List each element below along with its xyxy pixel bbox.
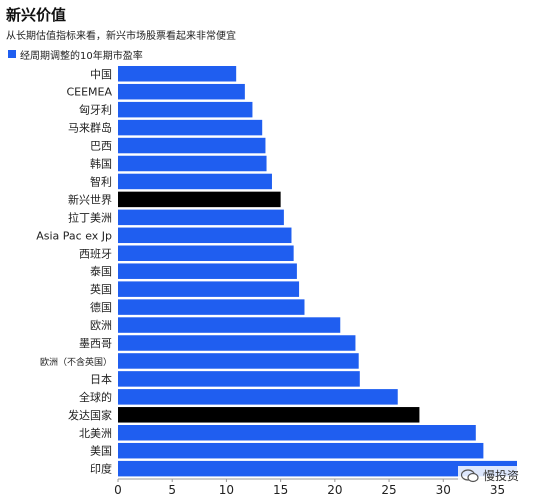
category-label-19: 发达国家 [68,408,112,422]
category-label-16: 欧洲（不含英国） [40,356,112,368]
category-label-13: 德国 [90,300,112,314]
bar-16 [118,353,359,369]
category-label-7: 新兴世界 [68,192,112,206]
legend-swatch [8,50,16,58]
x-tick-label-6: 30 [436,483,451,497]
bar-2 [118,101,253,118]
category-label-22: 印度 [90,462,112,476]
category-label-15: 墨西哥 [79,337,112,350]
category-label-0: 中国 [90,68,112,81]
bar-10 [118,245,294,261]
bar-7 [118,191,281,208]
category-label-18: 全球的 [79,390,112,404]
category-label-5: 韩国 [90,157,112,171]
x-tick-label-5: 25 [381,483,396,497]
x-tick-label-1: 5 [168,483,176,497]
watermark: 慢投资 [458,466,523,485]
bar-14 [118,317,341,333]
bar-15 [118,335,356,351]
category-label-20: 北美洲 [79,427,112,440]
category-label-3: 马来群岛 [68,121,112,135]
category-label-8: 拉丁美洲 [68,210,112,224]
x-tick-label-3: 15 [273,483,288,497]
chart-subtitle: 从长期估值指标来看，新兴市场股票看起来非常便宜 [6,31,236,42]
category-label-1: CEEMEA [66,86,112,99]
category-label-9: Asia Pac ex Jp [36,229,112,242]
x-axis: 0 5 10 15 20 25 30 35 [114,478,517,497]
bar-18 [118,389,398,405]
category-label-11: 泰国 [90,264,112,278]
bar-21 [118,442,484,459]
legend: 经周期调整的10年期市盈率 [8,47,143,62]
x-tick-label-0: 0 [114,483,122,497]
category-label-6: 智利 [90,174,112,188]
bar-19 [118,407,420,423]
chart-title: 新兴价值 [6,6,67,24]
category-label-12: 英国 [90,282,112,296]
category-label-2: 匈牙利 [79,103,112,117]
bar-8 [118,209,284,226]
x-tick-label-4: 20 [327,483,342,497]
chat-bubble-icon [461,468,479,482]
bar-1 [118,83,245,100]
legend-label: 经周期调整的10年期市盈率 [20,50,143,62]
category-label-17: 日本 [90,372,112,386]
bar-20 [118,425,476,441]
category-label-10: 西班牙 [79,247,112,260]
bar-0 [118,66,237,82]
category-label-14: 欧洲 [90,319,112,332]
x-tick-label-2: 10 [219,483,234,497]
bar-9 [118,227,292,244]
bar-22 [118,460,517,477]
bar-13 [118,299,305,315]
x-tick-label-7: 35 [490,483,505,497]
bar-6 [118,173,272,190]
bar-12 [118,281,300,297]
bars-group [118,66,517,477]
watermark-text: 慢投资 [483,469,520,483]
category-label-21: 美国 [90,445,112,458]
bar-17 [118,371,360,387]
bar-3 [118,119,263,136]
bar-4 [118,137,266,154]
bar-11 [118,263,297,279]
category-label-4: 巴西 [90,140,112,153]
bar-5 [118,155,267,172]
